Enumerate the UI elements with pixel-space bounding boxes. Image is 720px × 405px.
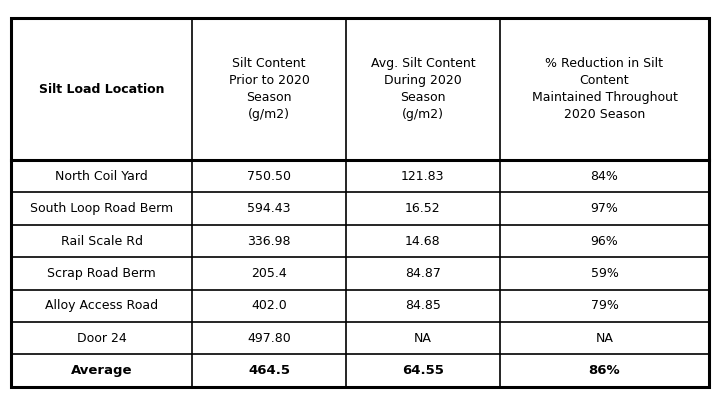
Text: Scrap Road Berm: Scrap Road Berm (48, 267, 156, 280)
Text: 97%: 97% (590, 202, 618, 215)
Text: 205.4: 205.4 (251, 267, 287, 280)
Text: 594.43: 594.43 (248, 202, 291, 215)
Text: 336.98: 336.98 (248, 234, 291, 247)
Text: NA: NA (414, 332, 432, 345)
Text: 750.50: 750.50 (247, 170, 291, 183)
Text: 84.85: 84.85 (405, 299, 441, 312)
Text: South Loop Road Berm: South Loop Road Berm (30, 202, 173, 215)
Text: Avg. Silt Content
During 2020
Season
(g/m2): Avg. Silt Content During 2020 Season (g/… (371, 57, 475, 121)
Text: 464.5: 464.5 (248, 364, 290, 377)
Text: Door 24: Door 24 (77, 332, 127, 345)
Text: 59%: 59% (590, 267, 618, 280)
Text: 86%: 86% (589, 364, 620, 377)
Text: Silt Content
Prior to 2020
Season
(g/m2): Silt Content Prior to 2020 Season (g/m2) (229, 57, 310, 121)
Text: Rail Scale Rd: Rail Scale Rd (60, 234, 143, 247)
Text: 84%: 84% (590, 170, 618, 183)
Text: 402.0: 402.0 (251, 299, 287, 312)
Text: % Reduction in Silt
Content
Maintained Throughout
2020 Season: % Reduction in Silt Content Maintained T… (531, 57, 678, 121)
Text: 96%: 96% (590, 234, 618, 247)
Text: 64.55: 64.55 (402, 364, 444, 377)
Text: Average: Average (71, 364, 132, 377)
Text: North Coil Yard: North Coil Yard (55, 170, 148, 183)
Text: 121.83: 121.83 (401, 170, 445, 183)
Text: 497.80: 497.80 (248, 332, 291, 345)
Text: 16.52: 16.52 (405, 202, 441, 215)
Text: 14.68: 14.68 (405, 234, 441, 247)
Text: 79%: 79% (590, 299, 618, 312)
Text: Alloy Access Road: Alloy Access Road (45, 299, 158, 312)
Text: NA: NA (595, 332, 613, 345)
Text: 84.87: 84.87 (405, 267, 441, 280)
Text: Silt Load Location: Silt Load Location (39, 83, 164, 96)
